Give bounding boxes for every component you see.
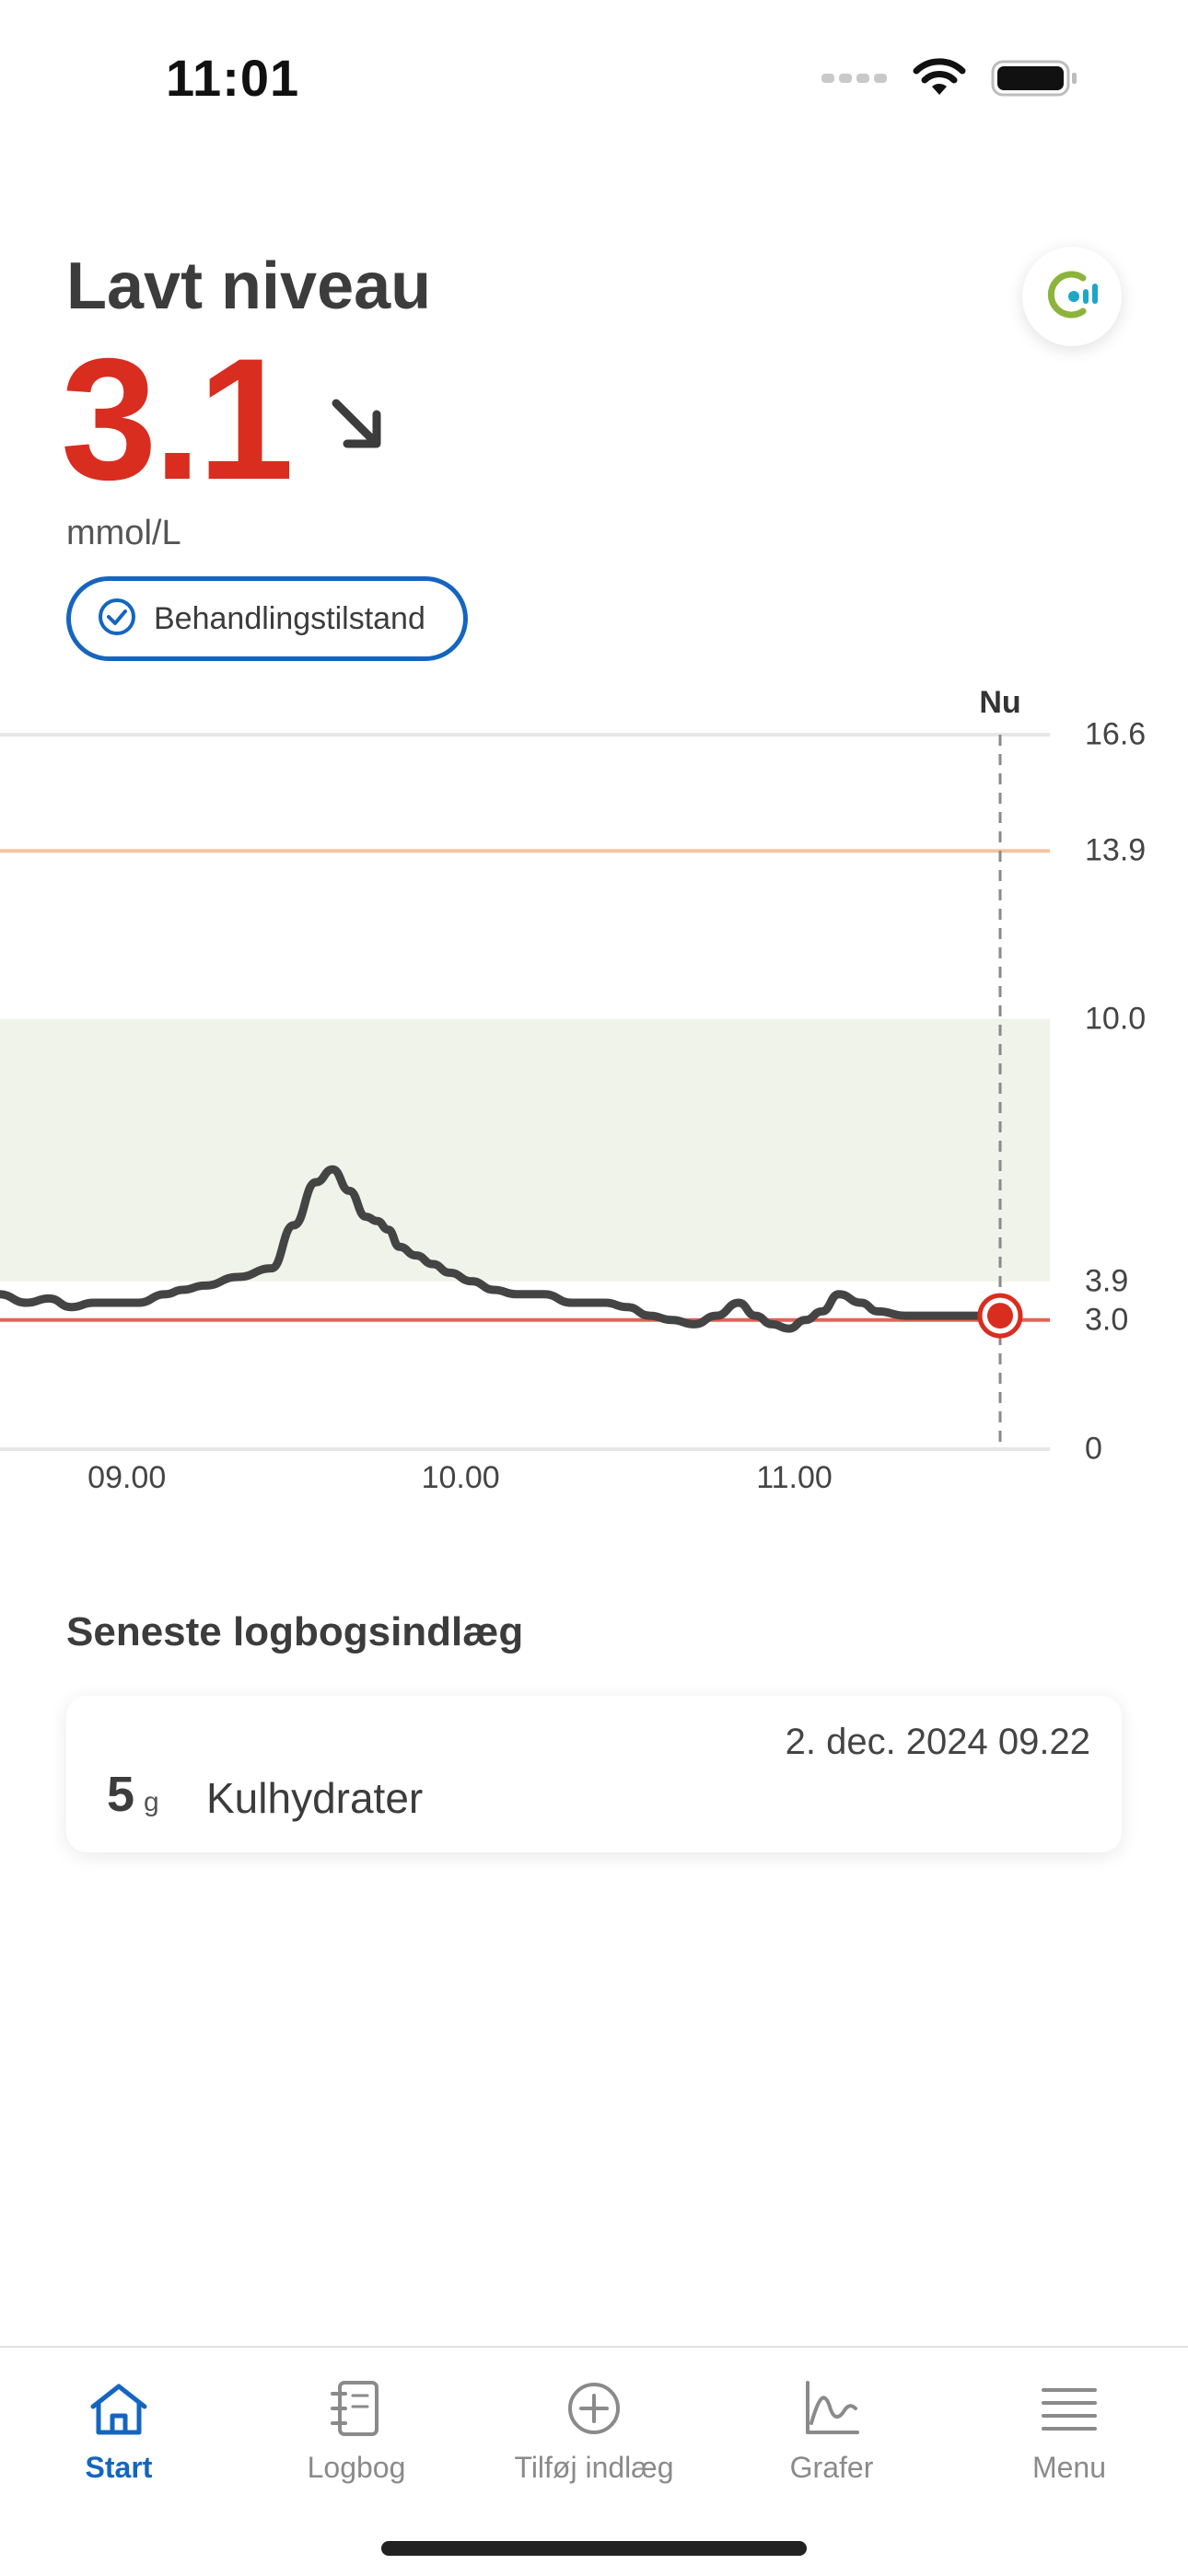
treatment-mode-label: Behandlingstilstand	[154, 600, 425, 636]
glucose-unit: mmol/L	[66, 514, 181, 552]
graph-icon	[802, 2375, 861, 2442]
glucose-status-title: Lavt niveau	[66, 249, 432, 323]
tab-logbog[interactable]: Logbog	[238, 2375, 475, 2495]
menu-icon	[1040, 2375, 1099, 2442]
x-tick-label: 11.00	[756, 1460, 833, 1495]
status-bar: 11:01	[0, 0, 1188, 157]
now-label: Nu	[979, 685, 1021, 720]
y-tick-label: 3.0	[1085, 1302, 1129, 1338]
glucose-reading: 3.1	[61, 322, 386, 516]
tab-grafer-label: Grafer	[789, 2451, 874, 2484]
tab-start[interactable]: Start	[0, 2375, 238, 2495]
home-icon	[86, 2375, 152, 2442]
target-range-band	[0, 1018, 1050, 1282]
status-time: 11:01	[166, 49, 300, 107]
tab-add-entry-label: Tilføj indlæg	[514, 2451, 674, 2484]
y-tick-label: 16.6	[1085, 716, 1147, 752]
wifi-icon	[912, 57, 967, 103]
logbook-entry-type: Kulhydrater	[206, 1774, 424, 1822]
status-icons	[821, 57, 1079, 103]
tab-menu[interactable]: Menu	[950, 2375, 1188, 2495]
logbook-entry-amount-value: 5	[107, 1767, 135, 1822]
home-indicator	[381, 2541, 807, 2556]
falling-arrow-icon	[329, 396, 386, 458]
current-reading-point-center	[987, 1303, 1013, 1329]
glucose-chart-svg	[0, 733, 1050, 1451]
glucose-value: 3.1	[61, 322, 294, 516]
tab-start-label: Start	[85, 2451, 153, 2484]
logbook-entry-amount: 5 g	[107, 1766, 159, 1823]
logbook-entry-date: 2. dec. 2024 09.22	[785, 1722, 1090, 1762]
logbook-entry-amount-unit: g	[144, 1787, 159, 1817]
signal-icon	[821, 72, 888, 89]
y-tick-label: 3.9	[1085, 1263, 1129, 1299]
add-entry-icon	[565, 2375, 623, 2442]
glucose-chart[interactable]: Nu 16.6 13.9 10.0 3.9 3.0 0 09.00 10.00 11.00	[0, 681, 1188, 1510]
tab-bar: Start Logbog Tilføj indlæg	[0, 2346, 1188, 2576]
x-tick-label: 09.00	[87, 1460, 167, 1495]
y-tick-label: 0	[1085, 1431, 1102, 1467]
y-tick-label: 13.9	[1085, 832, 1147, 868]
app-logo-button[interactable]	[1022, 247, 1122, 346]
x-tick-label: 10.00	[421, 1460, 500, 1495]
logbook-icon	[329, 2375, 384, 2442]
glucose-series-line	[0, 1165, 1005, 1333]
treatment-mode-button[interactable]: Behandlingstilstand	[66, 576, 468, 661]
tab-grafer[interactable]: Grafer	[713, 2375, 950, 2495]
app-logo-icon	[1042, 265, 1101, 329]
y-tick-label: 10.0	[1085, 1001, 1147, 1037]
logbook-section-title: Seneste logbogsindlæg	[66, 1609, 524, 1654]
tab-add-entry[interactable]: Tilføj indlæg	[475, 2375, 713, 2495]
logbook-entry-card[interactable]: 2. dec. 2024 09.22 5 g Kulhydrater	[66, 1696, 1122, 1852]
check-circle-icon	[97, 597, 137, 642]
tab-logbog-label: Logbog	[307, 2451, 406, 2484]
tab-menu-label: Menu	[1031, 2451, 1107, 2484]
battery-icon	[991, 58, 1079, 103]
